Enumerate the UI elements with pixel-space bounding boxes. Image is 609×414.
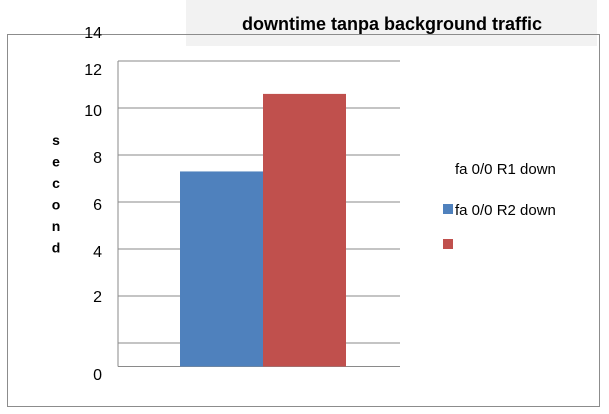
y-tick-label-0: 0 (93, 367, 102, 384)
y-axis-label-char: e (52, 154, 60, 170)
chart-title: downtime tanpa background traffic (242, 14, 542, 34)
y-tick-label-4: 4 (93, 244, 102, 261)
y-tick-label-12: 12 (84, 62, 102, 79)
bars (180, 93, 346, 367)
y-tick-label-6: 6 (93, 197, 102, 214)
legend: fa 0/0 R1 down fa 0/0 R2 down (443, 161, 556, 249)
y-axis-label-char: c (52, 175, 60, 191)
y-axis-label-char: n (52, 218, 61, 234)
legend-swatch-2 (443, 239, 453, 249)
legend-swatch-1 (443, 204, 453, 214)
y-tick-label-10: 10 (84, 103, 102, 120)
y-tick-labels: 14 12 10 8 6 4 2 0 (84, 25, 102, 384)
y-tick-label-14: 14 (84, 25, 102, 42)
y-axis-label-char: o (52, 197, 61, 213)
y-axis-label-char: d (52, 240, 61, 256)
y-tick-label-8: 8 (93, 150, 102, 167)
title-background (186, 0, 597, 46)
bar-series-2 (263, 93, 346, 367)
chart-frame (7, 34, 600, 407)
legend-heading: fa 0/0 R1 down (455, 161, 556, 178)
y-axis-label-char: s (52, 132, 60, 148)
legend-label-1: fa 0/0 R2 down (455, 202, 556, 219)
y-tick-label-2: 2 (93, 289, 102, 306)
bar-series-1 (180, 171, 263, 367)
